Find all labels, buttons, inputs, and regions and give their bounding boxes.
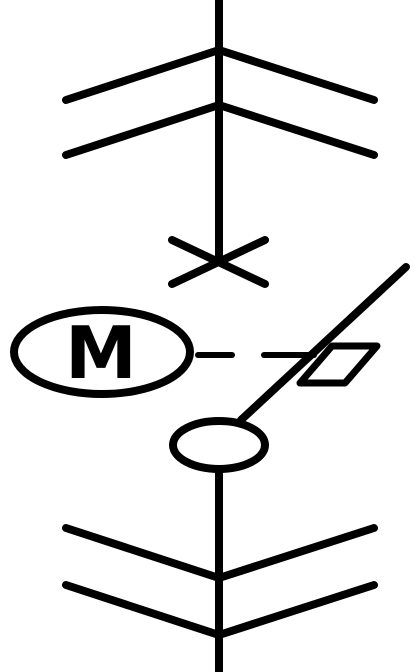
bottom-chevron-lower (62, 581, 378, 639)
x-stroke-2 (168, 236, 269, 288)
bottom-plug-in-contact-symbol (62, 524, 378, 639)
motor-label: M (65, 311, 137, 395)
fixed-contact-circle (169, 417, 269, 473)
bottom-chevron-upper (62, 524, 378, 582)
top-plug-in-contact-symbol (62, 46, 378, 159)
breaker-x-symbol (168, 236, 269, 288)
top-chevron-upper (62, 46, 378, 104)
motor-symbol: M (10, 306, 194, 398)
motor-circle (10, 306, 194, 398)
switch-blade-line (237, 263, 410, 424)
top-chevron-lower (62, 101, 378, 159)
actuator-box (296, 342, 381, 387)
